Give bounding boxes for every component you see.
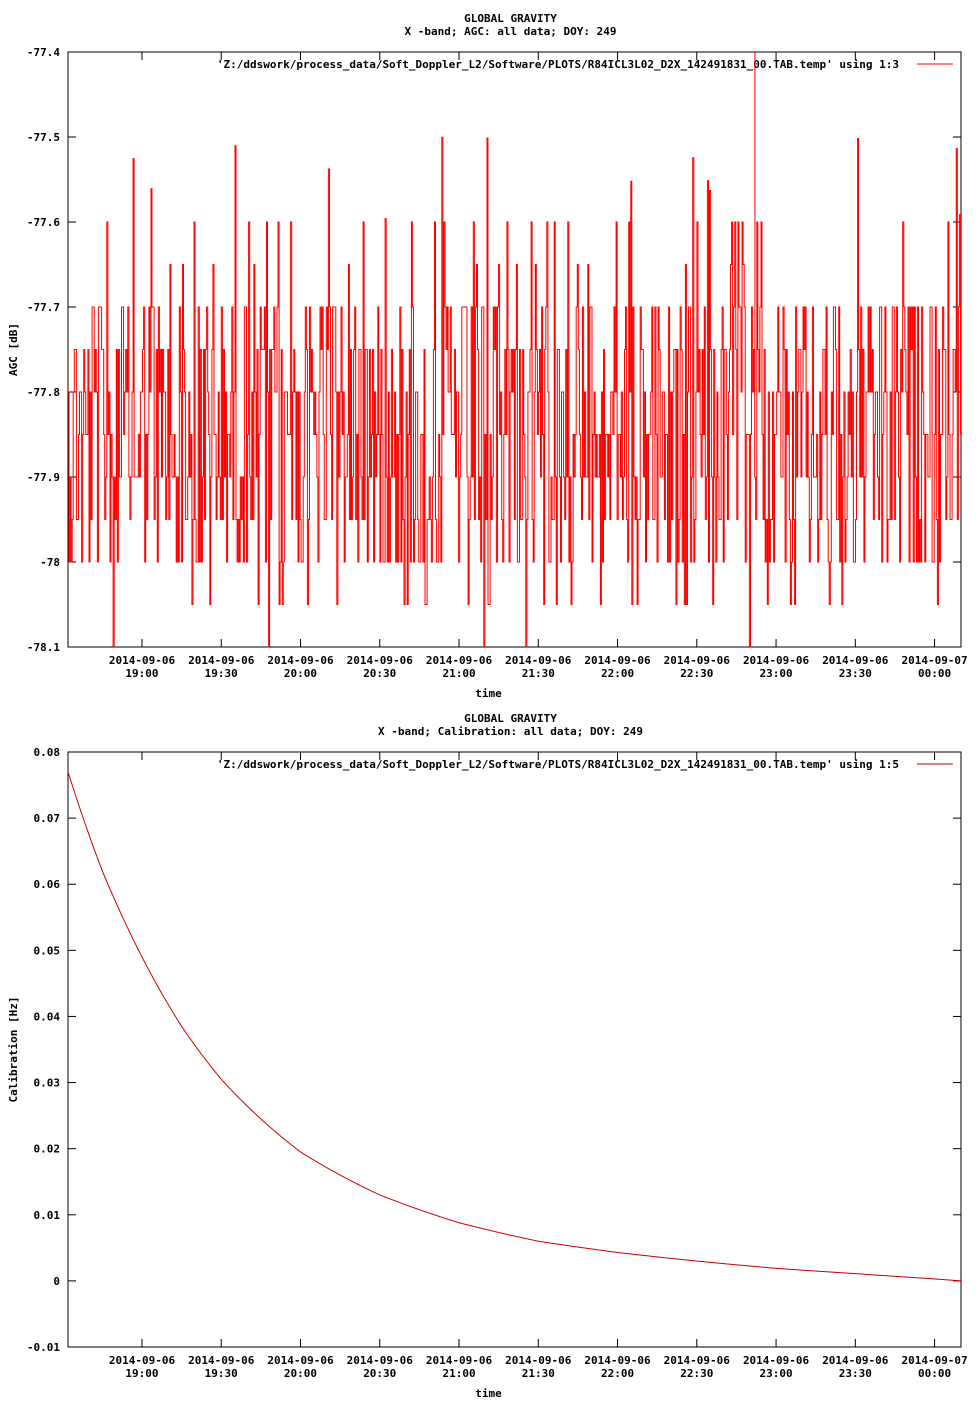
x-tick-date: 2014-09-06 (664, 1354, 731, 1367)
y-tick-label: 0.08 (34, 746, 61, 759)
x-tick-date: 2014-09-06 (267, 654, 334, 667)
x-tick-time: 19:30 (205, 1367, 238, 1380)
x-tick-time: 00:00 (918, 1367, 951, 1380)
x-tick-date: 2014-09-07 (901, 1354, 967, 1367)
x-tick-date: 2014-09-06 (347, 1354, 414, 1367)
y-tick-label: -77.5 (27, 131, 60, 144)
x-tick-time: 21:00 (442, 1367, 475, 1380)
x-tick-time: 20:30 (363, 667, 396, 680)
series-line (68, 136, 961, 647)
x-tick-date: 2014-09-07 (901, 654, 967, 667)
x-tick-date: 2014-09-06 (188, 654, 255, 667)
y-axis-label: Calibration [Hz] (7, 997, 20, 1103)
y-tick-label: -77.4 (27, 46, 60, 59)
y-tick-label: 0.06 (34, 878, 61, 891)
x-tick-time: 19:00 (125, 667, 158, 680)
x-tick-time: 21:30 (522, 667, 555, 680)
x-tick-date: 2014-09-06 (584, 654, 651, 667)
x-tick-time: 20:00 (284, 667, 317, 680)
x-tick-date: 2014-09-06 (584, 1354, 651, 1367)
x-tick-date: 2014-09-06 (109, 1354, 176, 1367)
x-tick-date: 2014-09-06 (743, 654, 810, 667)
y-tick-label: 0.04 (34, 1010, 61, 1023)
x-tick-time: 21:00 (442, 667, 475, 680)
chart-title: GLOBAL GRAVITY (464, 12, 557, 25)
x-tick-time: 22:30 (680, 1367, 713, 1380)
plot-frame (67, 751, 962, 1348)
y-tick-label: -0.01 (27, 1341, 60, 1354)
x-tick-date: 2014-09-06 (109, 654, 176, 667)
y-tick-label: 0.02 (34, 1143, 61, 1156)
x-tick-date: 2014-09-06 (822, 1354, 889, 1367)
chart-subtitle: X -band; Calibration: all data; DOY: 249 (378, 725, 643, 738)
x-tick-time: 22:00 (601, 667, 634, 680)
x-tick-time: 23:00 (759, 667, 792, 680)
x-tick-date: 2014-09-06 (188, 1354, 255, 1367)
x-tick-date: 2014-09-06 (426, 654, 493, 667)
x-tick-date: 2014-09-06 (664, 654, 731, 667)
x-axis-label: time (475, 687, 502, 700)
chart-subtitle: X -band; AGC: all data; DOY: 249 (405, 25, 617, 38)
x-tick-time: 21:30 (522, 1367, 555, 1380)
legend-label: 'Z:/ddswork/process_data/Soft_Doppler_L2… (217, 758, 899, 771)
y-axis-label: AGC [dB] (7, 323, 20, 376)
y-tick-label: -78 (40, 556, 60, 569)
x-tick-date: 2014-09-06 (743, 1354, 810, 1367)
y-tick-label: -77.7 (27, 301, 60, 314)
x-tick-time: 23:30 (839, 667, 872, 680)
x-tick-date: 2014-09-06 (505, 1354, 572, 1367)
x-tick-date: 2014-09-06 (505, 654, 572, 667)
y-tick-label: 0.01 (34, 1209, 61, 1222)
x-tick-time: 23:30 (839, 1367, 872, 1380)
x-tick-time: 22:30 (680, 667, 713, 680)
y-tick-label: 0.07 (34, 812, 61, 825)
x-tick-date: 2014-09-06 (426, 1354, 493, 1367)
chart-title: GLOBAL GRAVITY (464, 712, 557, 725)
series-line (68, 771, 961, 1282)
y-tick-label: -77.8 (27, 386, 60, 399)
x-tick-time: 00:00 (918, 667, 951, 680)
y-tick-label: 0.03 (34, 1077, 61, 1090)
x-axis-label: time (475, 1387, 502, 1400)
y-tick-label: 0.05 (34, 944, 61, 957)
x-tick-time: 22:00 (601, 1367, 634, 1380)
y-tick-label: -77.9 (27, 471, 60, 484)
y-tick-label: -77.6 (27, 216, 60, 229)
x-tick-time: 20:30 (363, 1367, 396, 1380)
legend-label: 'Z:/ddswork/process_data/Soft_Doppler_L2… (217, 58, 899, 71)
x-tick-date: 2014-09-06 (822, 654, 889, 667)
x-tick-time: 23:00 (759, 1367, 792, 1380)
x-tick-date: 2014-09-06 (267, 1354, 334, 1367)
x-tick-date: 2014-09-06 (347, 654, 414, 667)
x-tick-time: 19:00 (125, 1367, 158, 1380)
x-tick-time: 20:00 (284, 1367, 317, 1380)
x-tick-time: 19:30 (205, 667, 238, 680)
y-tick-label: 0 (53, 1275, 60, 1288)
y-tick-label: -78.1 (27, 641, 60, 654)
